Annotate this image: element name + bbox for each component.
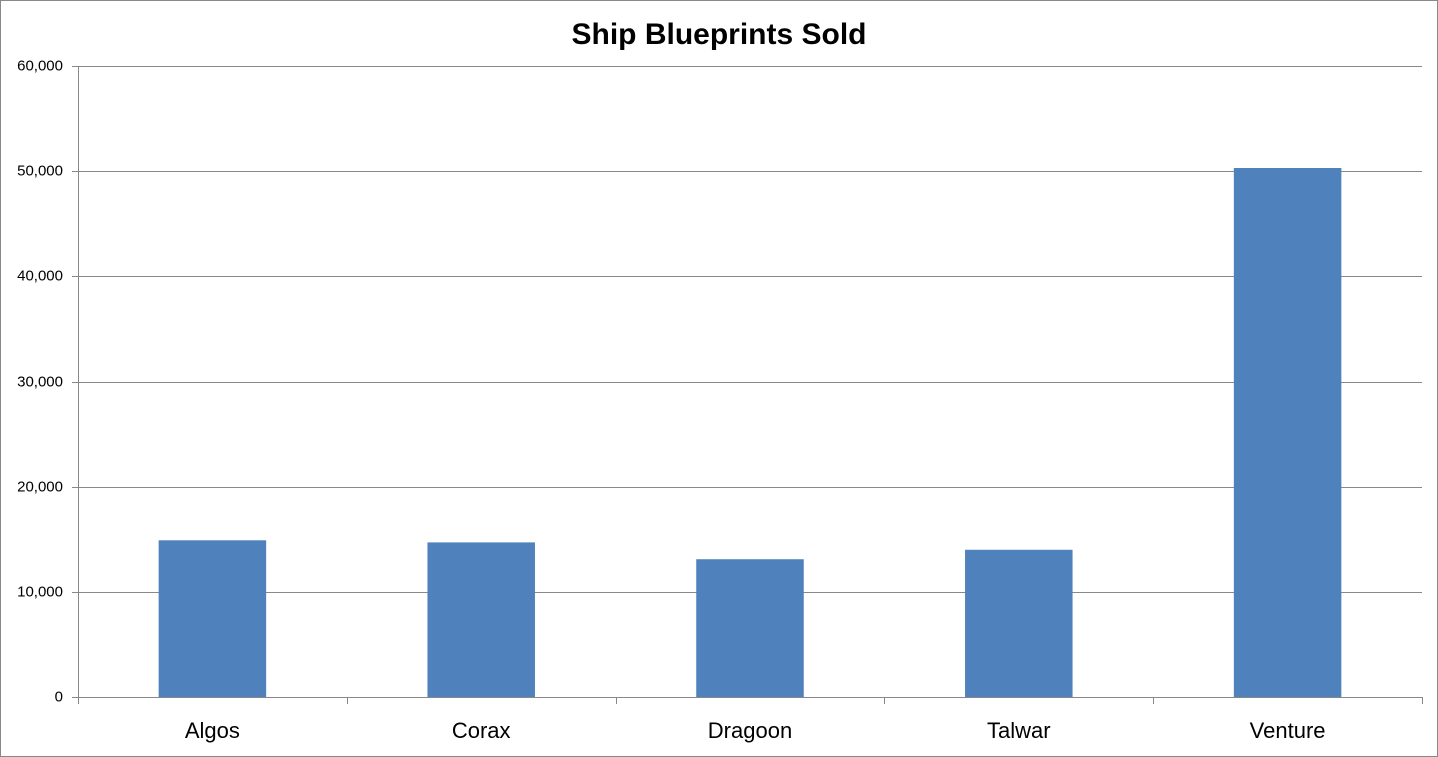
- chart-title: Ship Blueprints Sold: [571, 18, 866, 51]
- x-tick-label: Corax: [452, 718, 511, 743]
- y-tick-label: 10,000: [17, 583, 63, 600]
- bar: [965, 549, 1073, 697]
- y-tick-label: 40,000: [17, 267, 63, 284]
- bar: [1233, 168, 1342, 698]
- x-tick-label: Venture: [1250, 718, 1326, 743]
- y-tick-label: 50,000: [17, 162, 63, 179]
- x-tick-label: Dragoon: [708, 718, 792, 743]
- y-tick-label: 60,000: [17, 57, 63, 74]
- x-tick-label: Talwar: [987, 718, 1051, 743]
- y-tick-label: 30,000: [17, 373, 63, 390]
- y-tick-label: 0: [55, 688, 63, 705]
- y-tick-label: 20,000: [17, 478, 63, 495]
- x-tick-label: Algos: [185, 718, 240, 743]
- bar: [696, 559, 804, 697]
- bar: [158, 540, 267, 697]
- bar: [427, 542, 535, 697]
